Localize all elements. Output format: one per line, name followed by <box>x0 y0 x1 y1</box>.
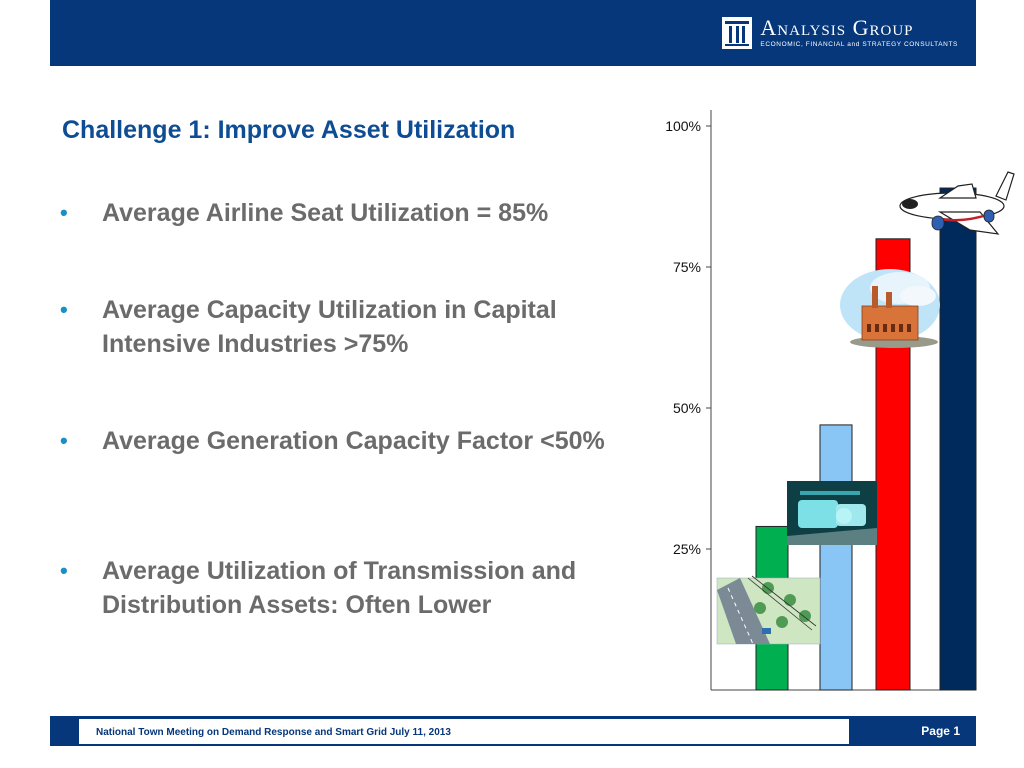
power-lines-illustration-icon <box>716 575 821 645</box>
y-tick-label: 75% <box>673 259 701 275</box>
bullet-marker: • <box>60 428 68 453</box>
footer-panel <box>79 719 849 744</box>
pillars-logo-icon <box>722 17 753 49</box>
bullet-item: • Average Utilization of Transmission an… <box>58 554 658 622</box>
bullet-item: • Average Airline Seat Utilization = 85% <box>58 196 658 230</box>
bullet-item: • Average Generation Capacity Factor <50… <box>58 424 658 458</box>
turbine-hall-illustration-icon <box>787 481 877 545</box>
bar-1 <box>819 424 853 691</box>
page-number: Page 1 <box>921 724 960 738</box>
y-tick-label: 50% <box>673 400 701 416</box>
airplane-illustration-icon <box>899 171 1015 235</box>
bar-3 <box>939 187 977 691</box>
utilization-bar-chart: 25% 50% 75% 100% <box>665 110 1015 691</box>
bullet-text: Average Capacity Utilization in Capital … <box>102 296 557 358</box>
factory-illustration-icon <box>840 269 940 348</box>
bullet-text: Average Utilization of Transmission and … <box>102 557 577 619</box>
bullet-item: • Average Capacity Utilization in Capita… <box>58 293 658 361</box>
bullet-marker: • <box>60 558 68 583</box>
header-band: Analysis Group ECONOMIC, FINANCIAL and S… <box>50 0 976 66</box>
slide-title: Challenge 1: Improve Asset Utilization <box>62 116 516 144</box>
y-tick-label: 25% <box>673 541 701 557</box>
bullet-marker: • <box>60 200 68 225</box>
logo-name: Analysis Group <box>760 15 914 41</box>
analysis-group-logo: Analysis Group ECONOMIC, FINANCIAL and S… <box>722 14 958 52</box>
footer-text: National Town Meeting on Demand Response… <box>96 727 451 738</box>
bullet-text: Average Airline Seat Utilization = 85% <box>102 199 549 227</box>
bullet-text: Average Generation Capacity Factor <50% <box>102 427 605 455</box>
bullet-marker: • <box>60 297 68 322</box>
chart-icons <box>716 171 1015 645</box>
logo-subtitle: ECONOMIC, FINANCIAL and STRATEGY CONSULT… <box>760 41 958 49</box>
chart-axis: 25% 50% 75% 100% <box>665 110 976 691</box>
y-tick-label: 100% <box>665 118 701 134</box>
